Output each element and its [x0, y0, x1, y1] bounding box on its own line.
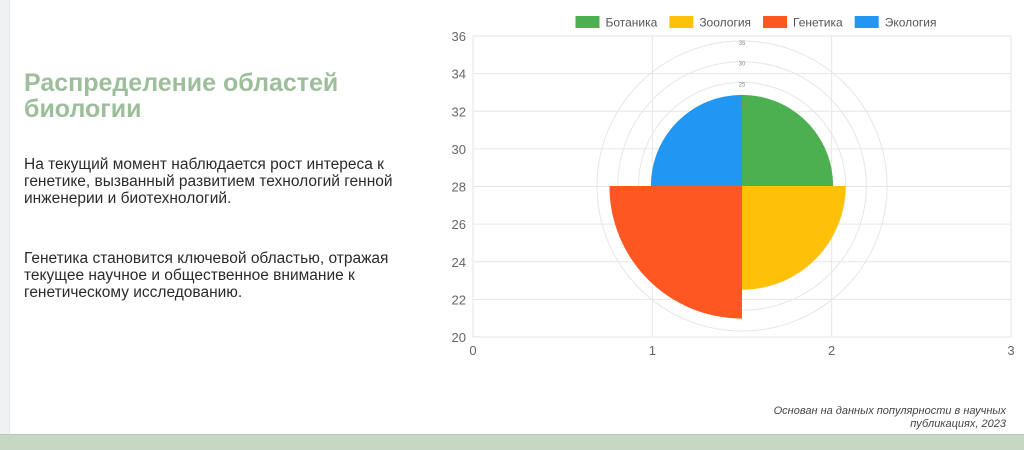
y-tick-label: 22: [452, 292, 466, 307]
slide-title: Распределение областей биологии: [24, 69, 339, 123]
slice-4: [650, 94, 742, 186]
paragraph-genetics-growth: На текущий момент наблюдается рост интер…: [24, 156, 393, 207]
radial-tick-label: 20: [739, 103, 746, 109]
legend-label: Зоология: [699, 16, 751, 30]
slice-3: [609, 186, 742, 319]
x-tick-label: 0: [469, 343, 476, 358]
legend-swatch: [763, 16, 788, 28]
radial-ring: [596, 40, 888, 332]
y-tick-label: 24: [452, 255, 466, 270]
radial-tick-label: 30: [739, 62, 746, 68]
y-tick-label: 26: [452, 217, 466, 232]
y-tick-label: 30: [452, 142, 466, 157]
legend-label: Генетика: [793, 16, 843, 30]
x-tick-label: 2: [828, 343, 835, 358]
slice-1: [742, 94, 834, 186]
bottom-accent-bar: [0, 434, 1024, 450]
y-tick-label: 34: [452, 67, 466, 82]
legend-label: Экология: [885, 16, 937, 30]
radial-tick-label: 25: [739, 82, 746, 88]
legend-swatch: [854, 16, 879, 28]
legend-swatch: [575, 16, 600, 28]
radial-tick-label: 35: [739, 41, 746, 47]
legend: Ботаника Зоология Генетика Экология: [575, 16, 937, 30]
y-tick-label: 20: [452, 330, 466, 345]
slice-2: [742, 186, 846, 290]
paragraph-genetics-key: Генетика становится ключевой областью, о…: [24, 250, 389, 301]
y-tick-label: 36: [452, 29, 466, 44]
source-footnote: Основан на данных популярности в научных…: [773, 405, 1006, 430]
y-tick-label: 28: [452, 180, 466, 195]
y-tick-label: 32: [452, 104, 466, 119]
legend-label: Ботаника: [605, 16, 657, 30]
radial-tick-labels: 35 30 25 20: [739, 41, 746, 109]
slices: [609, 94, 846, 319]
x-tick-label: 1: [649, 343, 656, 358]
left-edge-strip: [0, 0, 10, 450]
legend-swatch: [669, 16, 694, 28]
x-tick-label: 3: [1007, 343, 1014, 358]
